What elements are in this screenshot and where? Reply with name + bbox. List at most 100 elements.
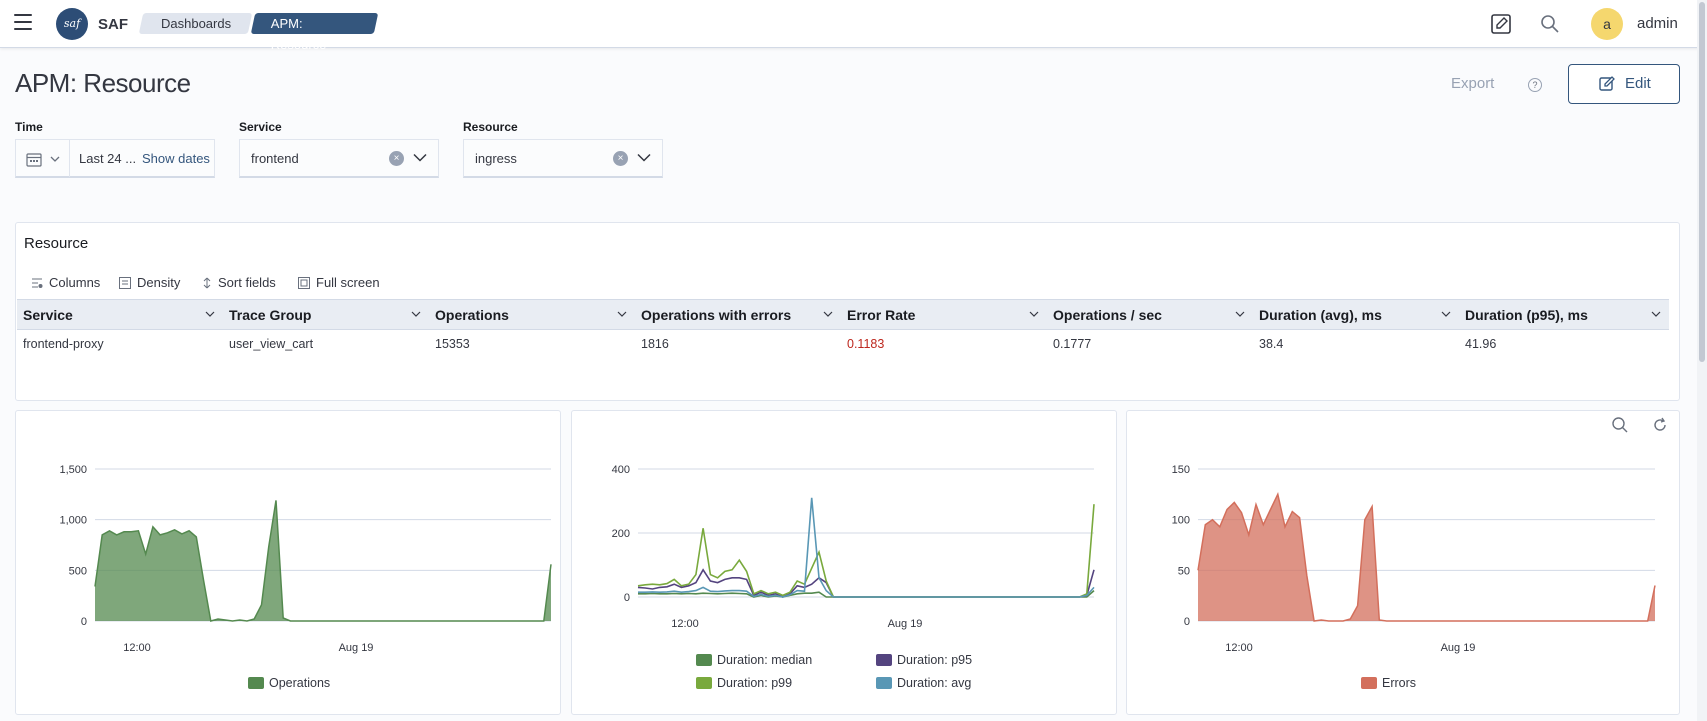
legend-label: Duration: median [717,653,812,667]
errors-chart[interactable]: 0 50 100 150 12:00 Aug 19 Errors [1127,411,1681,716]
y-tick-label: 0 [1184,616,1190,628]
legend-item[interactable]: Duration: p95 [876,653,972,667]
y-tick-label: 50 [1178,565,1190,577]
full-screen-icon [298,277,310,289]
legend-swatch [248,677,264,689]
panel-title: Resource [24,235,89,252]
legend-item[interactable]: Operations [248,676,330,690]
operations-chart[interactable]: 0 500 1,000 1,500 12:00 Aug 19 Operations [16,411,562,716]
column-header-trace-group[interactable]: Trace Group [223,300,429,331]
legend-item[interactable]: Duration: median [696,653,812,667]
full-screen-button[interactable]: Full screen [298,275,380,290]
sort-fields-button[interactable]: Sort fields [202,275,276,290]
calendar-toggle[interactable] [16,140,70,177]
sort-icon [203,277,211,289]
table-cell: frontend-proxy [23,337,104,351]
show-dates-link[interactable]: Show dates [142,151,210,166]
pencil-icon [1599,76,1615,91]
table-cell: user_view_cart [229,337,314,351]
time-range-value[interactable]: Last 24 ... [79,151,137,166]
columns-button[interactable]: Columns [31,275,100,290]
legend-label: Errors [1382,676,1416,690]
service-clear-icon[interactable]: × [389,151,404,166]
time-picker[interactable]: Last 24 ... Show dates [15,139,215,178]
page-title: APM: Resource [15,68,191,98]
legend-item[interactable]: Duration: avg [876,676,971,690]
chevron-down-icon [823,311,833,317]
edit-button-label: Edit [1625,75,1651,92]
column-header-operations[interactable]: Operations [429,300,635,331]
series-line [637,504,1095,598]
service-value: frontend [251,151,299,166]
column-header-duration-avg[interactable]: Duration (avg), ms [1253,300,1459,331]
legend-label: Duration: avg [897,676,971,690]
refresh-icon[interactable] [1651,416,1669,434]
duration-chart[interactable]: 0 200 400 12:00 Aug 19 Duration: median Durati… [572,411,1118,716]
calendar-icon [26,153,42,167]
zoom-icon[interactable] [1611,416,1629,434]
x-tick-label: Aug 19 [888,618,923,630]
legend-item[interactable]: Duration: p99 [696,676,792,690]
series-line [1197,492,1656,622]
time-label: Time [15,120,43,134]
legend-label: Duration: p99 [717,676,792,690]
y-tick-label: 100 [1172,515,1190,527]
chevron-down-icon [1441,311,1451,317]
series-line [638,590,1095,598]
table-cell: 41.96 [1465,337,1497,351]
scrollbar-thumb[interactable] [1699,2,1705,362]
column-header-service[interactable]: Service [17,300,223,331]
legend-item[interactable]: Errors [1361,676,1416,690]
chevron-down-icon [411,311,421,317]
menu-icon[interactable] [14,14,32,32]
y-tick-label: 0 [624,592,630,604]
column-header-operations-per-sec[interactable]: Operations / sec [1047,300,1253,331]
table-cell: 1816 [641,337,669,351]
legend-swatch [876,654,892,666]
table-cell: 15353 [435,337,470,351]
service-label: Service [239,120,282,134]
y-tick-label: 200 [612,528,630,540]
x-tick-label: 12:00 [671,618,699,630]
operations-chart-panel: 0 500 1,000 1,500 12:00 Aug 19 Operations [15,410,561,715]
columns-icon [32,278,43,288]
edit-button[interactable]: Edit [1568,64,1680,104]
chevron-down-icon [617,311,627,317]
resource-label: Resource [463,120,518,134]
table-header: Service Trace Group Operations Operation… [17,299,1669,330]
y-tick-label: 1,000 [59,515,87,527]
breadcrumb-current: APM: Resource [250,13,379,52]
edit-note-icon[interactable] [1490,13,1512,35]
service-select[interactable]: frontend × [239,139,439,178]
resource-value: ingress [475,151,517,166]
x-tick-label: 12:00 [1225,642,1253,654]
user-avatar[interactable]: a [1591,8,1623,40]
table-cell: 0.1777 [1053,337,1092,351]
chevron-down-icon [50,156,60,162]
chevron-down-icon [1029,311,1039,317]
username[interactable]: admin [1637,15,1678,32]
search-icon[interactable] [1539,13,1561,35]
column-header-error-rate[interactable]: Error Rate [841,300,1047,331]
y-tick-label: 0 [81,616,87,628]
x-tick-label: 12:00 [123,642,151,654]
x-tick-label: Aug 19 [1441,642,1476,654]
duration-chart-panel: 0 200 400 12:00 Aug 19 Duration: median Durati… [571,410,1117,715]
chevron-down-icon [205,311,215,317]
chevron-down-icon[interactable] [413,153,427,162]
breadcrumb-dashboards[interactable]: Dashboards [138,13,253,34]
app-logo[interactable]: saf [56,8,88,40]
help-icon[interactable]: ? [1528,78,1542,92]
export-button[interactable]: Export [1451,75,1495,92]
chevron-down-icon[interactable] [637,153,651,162]
column-header-duration-p95[interactable]: Duration (p95), ms [1459,300,1669,331]
legend-swatch [1361,677,1377,689]
resource-clear-icon[interactable]: × [613,151,628,166]
resource-select[interactable]: ingress × [463,139,663,178]
column-header-operations-with-errors[interactable]: Operations with errors [635,300,841,331]
brand-name: SAF [98,16,128,33]
density-icon [119,277,131,289]
legend-label: Duration: p95 [897,653,972,667]
y-tick-label: 400 [612,464,630,476]
density-button[interactable]: Density [119,275,180,290]
